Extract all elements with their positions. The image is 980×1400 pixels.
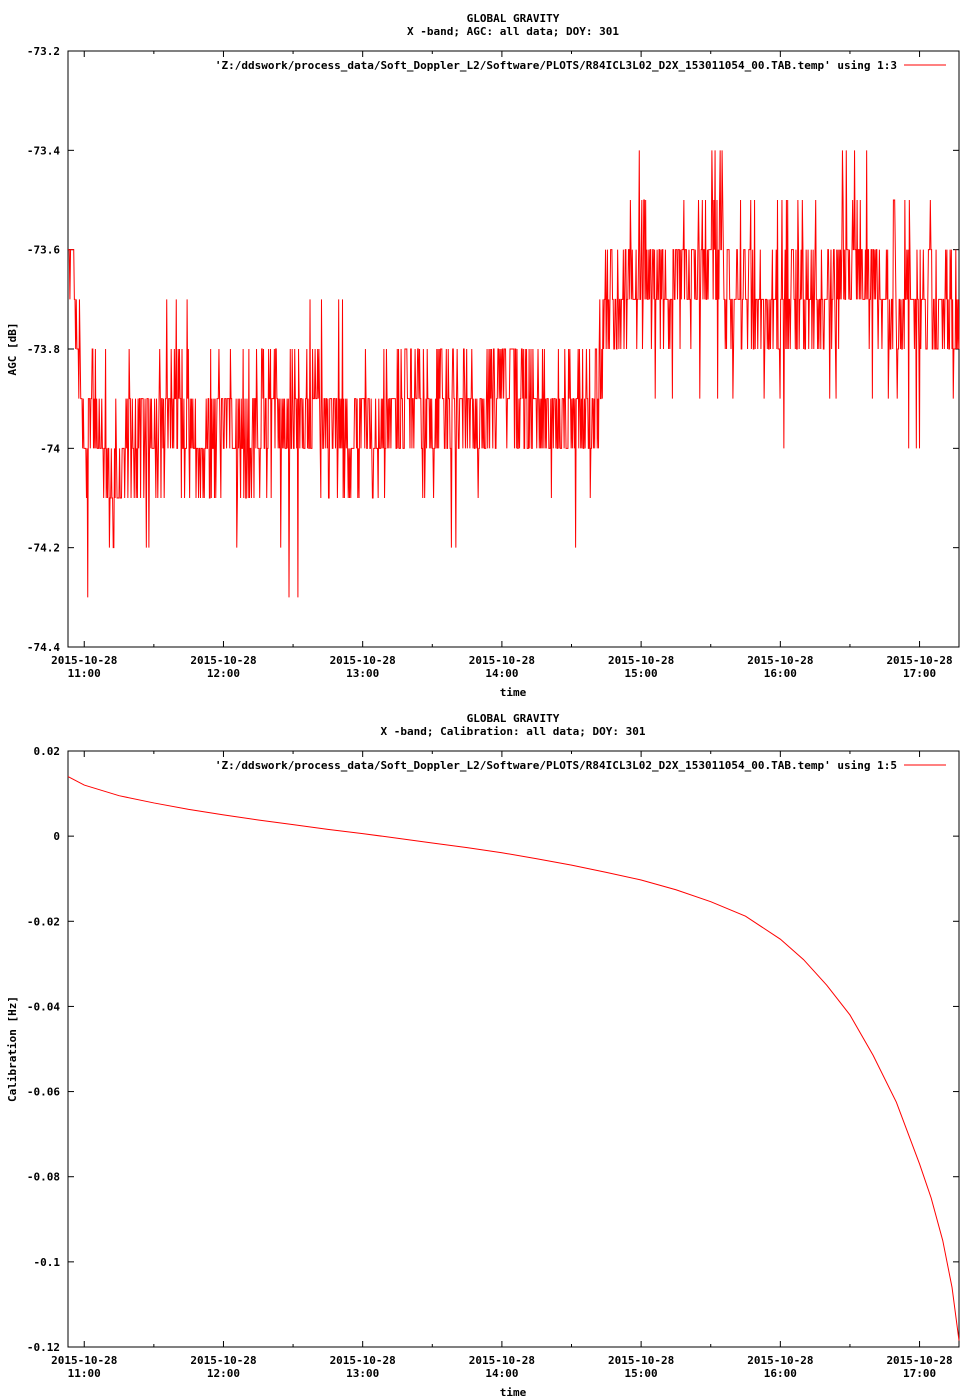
x-tick-time: 11:00 [68,667,101,680]
x-tick-date: 2015-10-28 [330,1354,396,1367]
x-tick-time: 17:00 [903,1367,936,1380]
x-tick-date: 2015-10-28 [608,1354,674,1367]
x-tick-date: 2015-10-28 [608,654,674,667]
y-tick-label: -0.06 [27,1086,60,1099]
series-line [67,776,960,1341]
x-tick-time: 12:00 [207,1367,240,1380]
x-axis-label: time [500,686,527,699]
chart-subtitle: X -band; Calibration: all data; DOY: 301 [381,725,646,738]
x-tick-date: 2015-10-28 [51,654,117,667]
x-tick-date: 2015-10-28 [747,654,813,667]
x-tick-time: 12:00 [207,667,240,680]
calibration-chart: GLOBAL GRAVITY X -band; Calibration: all… [6,712,960,1399]
chart-title: GLOBAL GRAVITY [467,12,560,25]
chart-title: GLOBAL GRAVITY [467,712,560,725]
x-tick-date: 2015-10-28 [747,1354,813,1367]
y-tick-label: -0.08 [27,1171,60,1184]
agc-chart: GLOBAL GRAVITY X -band; AGC: all data; D… [6,12,960,699]
y-tick-label: -73.2 [27,45,60,58]
y-tick-label: -73.8 [27,343,60,356]
y-tick-label: -0.04 [27,1000,60,1013]
y-tick-label: -0.1 [34,1256,61,1269]
series-layer [68,150,960,598]
x-tick-time: 15:00 [625,667,658,680]
y-tick-label: 0.02 [34,745,61,758]
y-tick-label: -0.02 [27,915,60,928]
x-tick-time: 14:00 [485,1367,518,1380]
x-tick-date: 2015-10-28 [886,654,952,667]
x-tick-time: 13:00 [346,667,379,680]
y-axis-label: Calibration [Hz] [6,996,19,1102]
plot-frame [67,750,960,1348]
x-tick-time: 17:00 [903,667,936,680]
legend-entry-label: 'Z:/ddswork/process_data/Soft_Doppler_L2… [215,759,897,772]
series-layer [67,776,960,1341]
x-tick-date: 2015-10-28 [469,1354,535,1367]
y-tick-label: -74.2 [27,542,60,555]
x-tick-time: 16:00 [764,667,797,680]
x-tick-time: 14:00 [485,667,518,680]
chart-subtitle: X -band; AGC: all data; DOY: 301 [407,25,619,38]
y-tick-label: -0.12 [27,1341,60,1354]
y-tick-label: -73.4 [27,144,60,157]
legend: 'Z:/ddswork/process_data/Soft_Doppler_L2… [215,759,946,772]
x-axis-ticks: 2015-10-2811:002015-10-2812:002015-10-28… [51,751,953,1380]
y-axis-label: AGC [dB] [6,323,19,376]
x-tick-date: 2015-10-28 [886,1354,952,1367]
x-tick-date: 2015-10-28 [330,654,396,667]
y-tick-label: -74.4 [27,641,60,654]
x-tick-time: 13:00 [346,1367,379,1380]
y-axis-ticks: -73.2 -73.4 -73.6 -73.8 -74 -74.2 -74.4 [27,45,959,654]
y-axis-ticks: 0.02 0 -0.02 -0.04 -0.06 -0.08 -0.1 -0.12 [27,745,959,1354]
legend: 'Z:/ddswork/process_data/Soft_Doppler_L2… [215,59,946,72]
y-tick-label: -74 [40,442,60,455]
x-axis-ticks: 2015-10-2811:002015-10-2812:002015-10-28… [51,51,953,680]
x-tick-date: 2015-10-28 [469,654,535,667]
x-tick-date: 2015-10-28 [190,654,256,667]
x-tick-time: 11:00 [68,1367,101,1380]
legend-entry-label: 'Z:/ddswork/process_data/Soft_Doppler_L2… [215,59,897,72]
x-tick-date: 2015-10-28 [51,1354,117,1367]
x-tick-time: 15:00 [625,1367,658,1380]
x-tick-time: 16:00 [764,1367,797,1380]
x-axis-label: time [500,1386,527,1399]
x-tick-date: 2015-10-28 [190,1354,256,1367]
y-tick-label: 0 [53,830,60,843]
y-tick-label: -73.6 [27,244,60,257]
series-line [68,150,960,598]
